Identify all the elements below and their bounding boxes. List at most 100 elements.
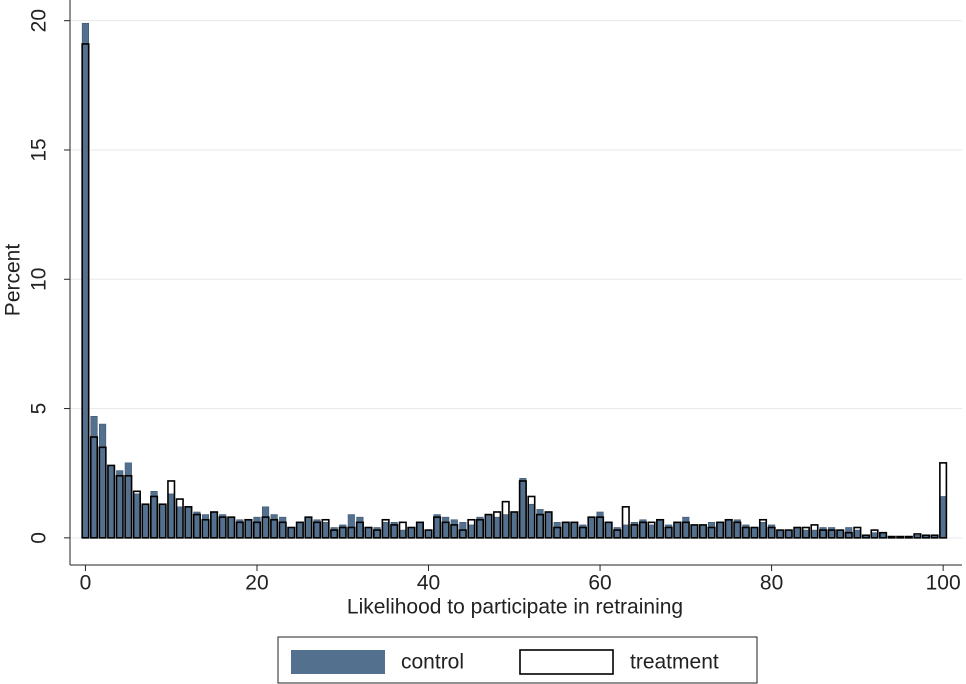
bar [690,524,699,539]
bar [433,514,441,539]
bar [553,526,562,539]
bar [450,524,459,539]
bar [227,516,235,539]
bar [373,527,381,539]
bar [870,529,879,539]
bar [124,474,133,539]
legend-swatch [291,650,385,674]
y-tick-label: 20 [28,9,51,32]
bar [767,526,776,539]
bar [98,446,107,539]
bar [235,521,244,539]
bar [784,529,793,539]
bar [150,491,158,539]
bar [570,522,578,539]
bar [364,526,373,539]
bar [304,516,313,539]
bar [681,521,690,539]
y-tick-label: 0 [28,532,51,544]
bar [433,516,442,539]
bar [167,493,175,539]
bar [81,22,89,539]
bar [656,519,664,539]
bar [844,531,853,539]
bar [493,511,502,539]
bar [510,511,519,539]
bar [570,521,579,539]
bar [399,529,407,539]
bar [270,514,278,539]
bar [707,526,716,539]
bar [879,531,888,539]
bar [398,521,407,539]
legend-swatch [519,649,614,675]
bar [415,521,424,539]
bar [484,514,493,539]
bar [836,529,845,539]
bar [596,511,604,539]
bar [810,529,819,539]
bar [776,529,785,539]
y-tick-label: 5 [28,403,51,415]
legend-label: control [401,651,464,674]
bar [724,518,733,539]
bar [861,534,870,539]
bar [921,534,931,539]
y-axis-title: Percent [2,244,25,317]
bar [758,518,768,539]
bar [904,535,913,539]
bar [535,513,545,539]
bar [605,522,613,539]
bar [372,529,382,539]
bar [828,527,836,539]
bar [295,521,304,539]
bar [562,522,570,539]
bar [785,529,793,539]
bar [518,480,527,539]
bar [793,527,801,539]
bar [141,503,150,539]
bar [716,521,725,539]
bar [184,506,192,539]
bar [716,522,724,539]
bar [124,462,132,539]
bar [201,518,210,539]
x-tick-label: 80 [760,572,783,595]
bar [347,526,356,539]
bar [939,496,947,539]
bar [279,516,287,539]
y-tick-label: 10 [28,268,51,291]
bar [99,423,107,539]
bar [330,529,339,539]
bar [270,518,279,539]
bar [210,511,218,539]
x-tick-label: 100 [926,572,961,595]
bar [261,506,270,539]
bar [501,500,510,539]
bar [587,516,596,539]
bar [776,529,784,539]
x-axis-title: Likelihood to participate in retraining [347,596,683,619]
bar [390,524,399,539]
bar [89,436,99,539]
bar [321,518,330,539]
bar [450,519,458,539]
bar [287,527,295,539]
bar [578,526,587,539]
bar [219,514,227,539]
bar [690,524,698,539]
bar [750,527,758,539]
x-tick-label: 40 [417,572,440,595]
bar [818,529,828,539]
bar [467,518,476,539]
bar [312,521,322,539]
x-tick-label: 20 [245,572,268,595]
bar [527,495,536,539]
bar [442,516,450,539]
bar [244,518,253,539]
bar [484,513,493,539]
legend-label: treatment [630,651,719,674]
bar [355,521,364,539]
bar [458,529,467,539]
bar [802,529,810,539]
